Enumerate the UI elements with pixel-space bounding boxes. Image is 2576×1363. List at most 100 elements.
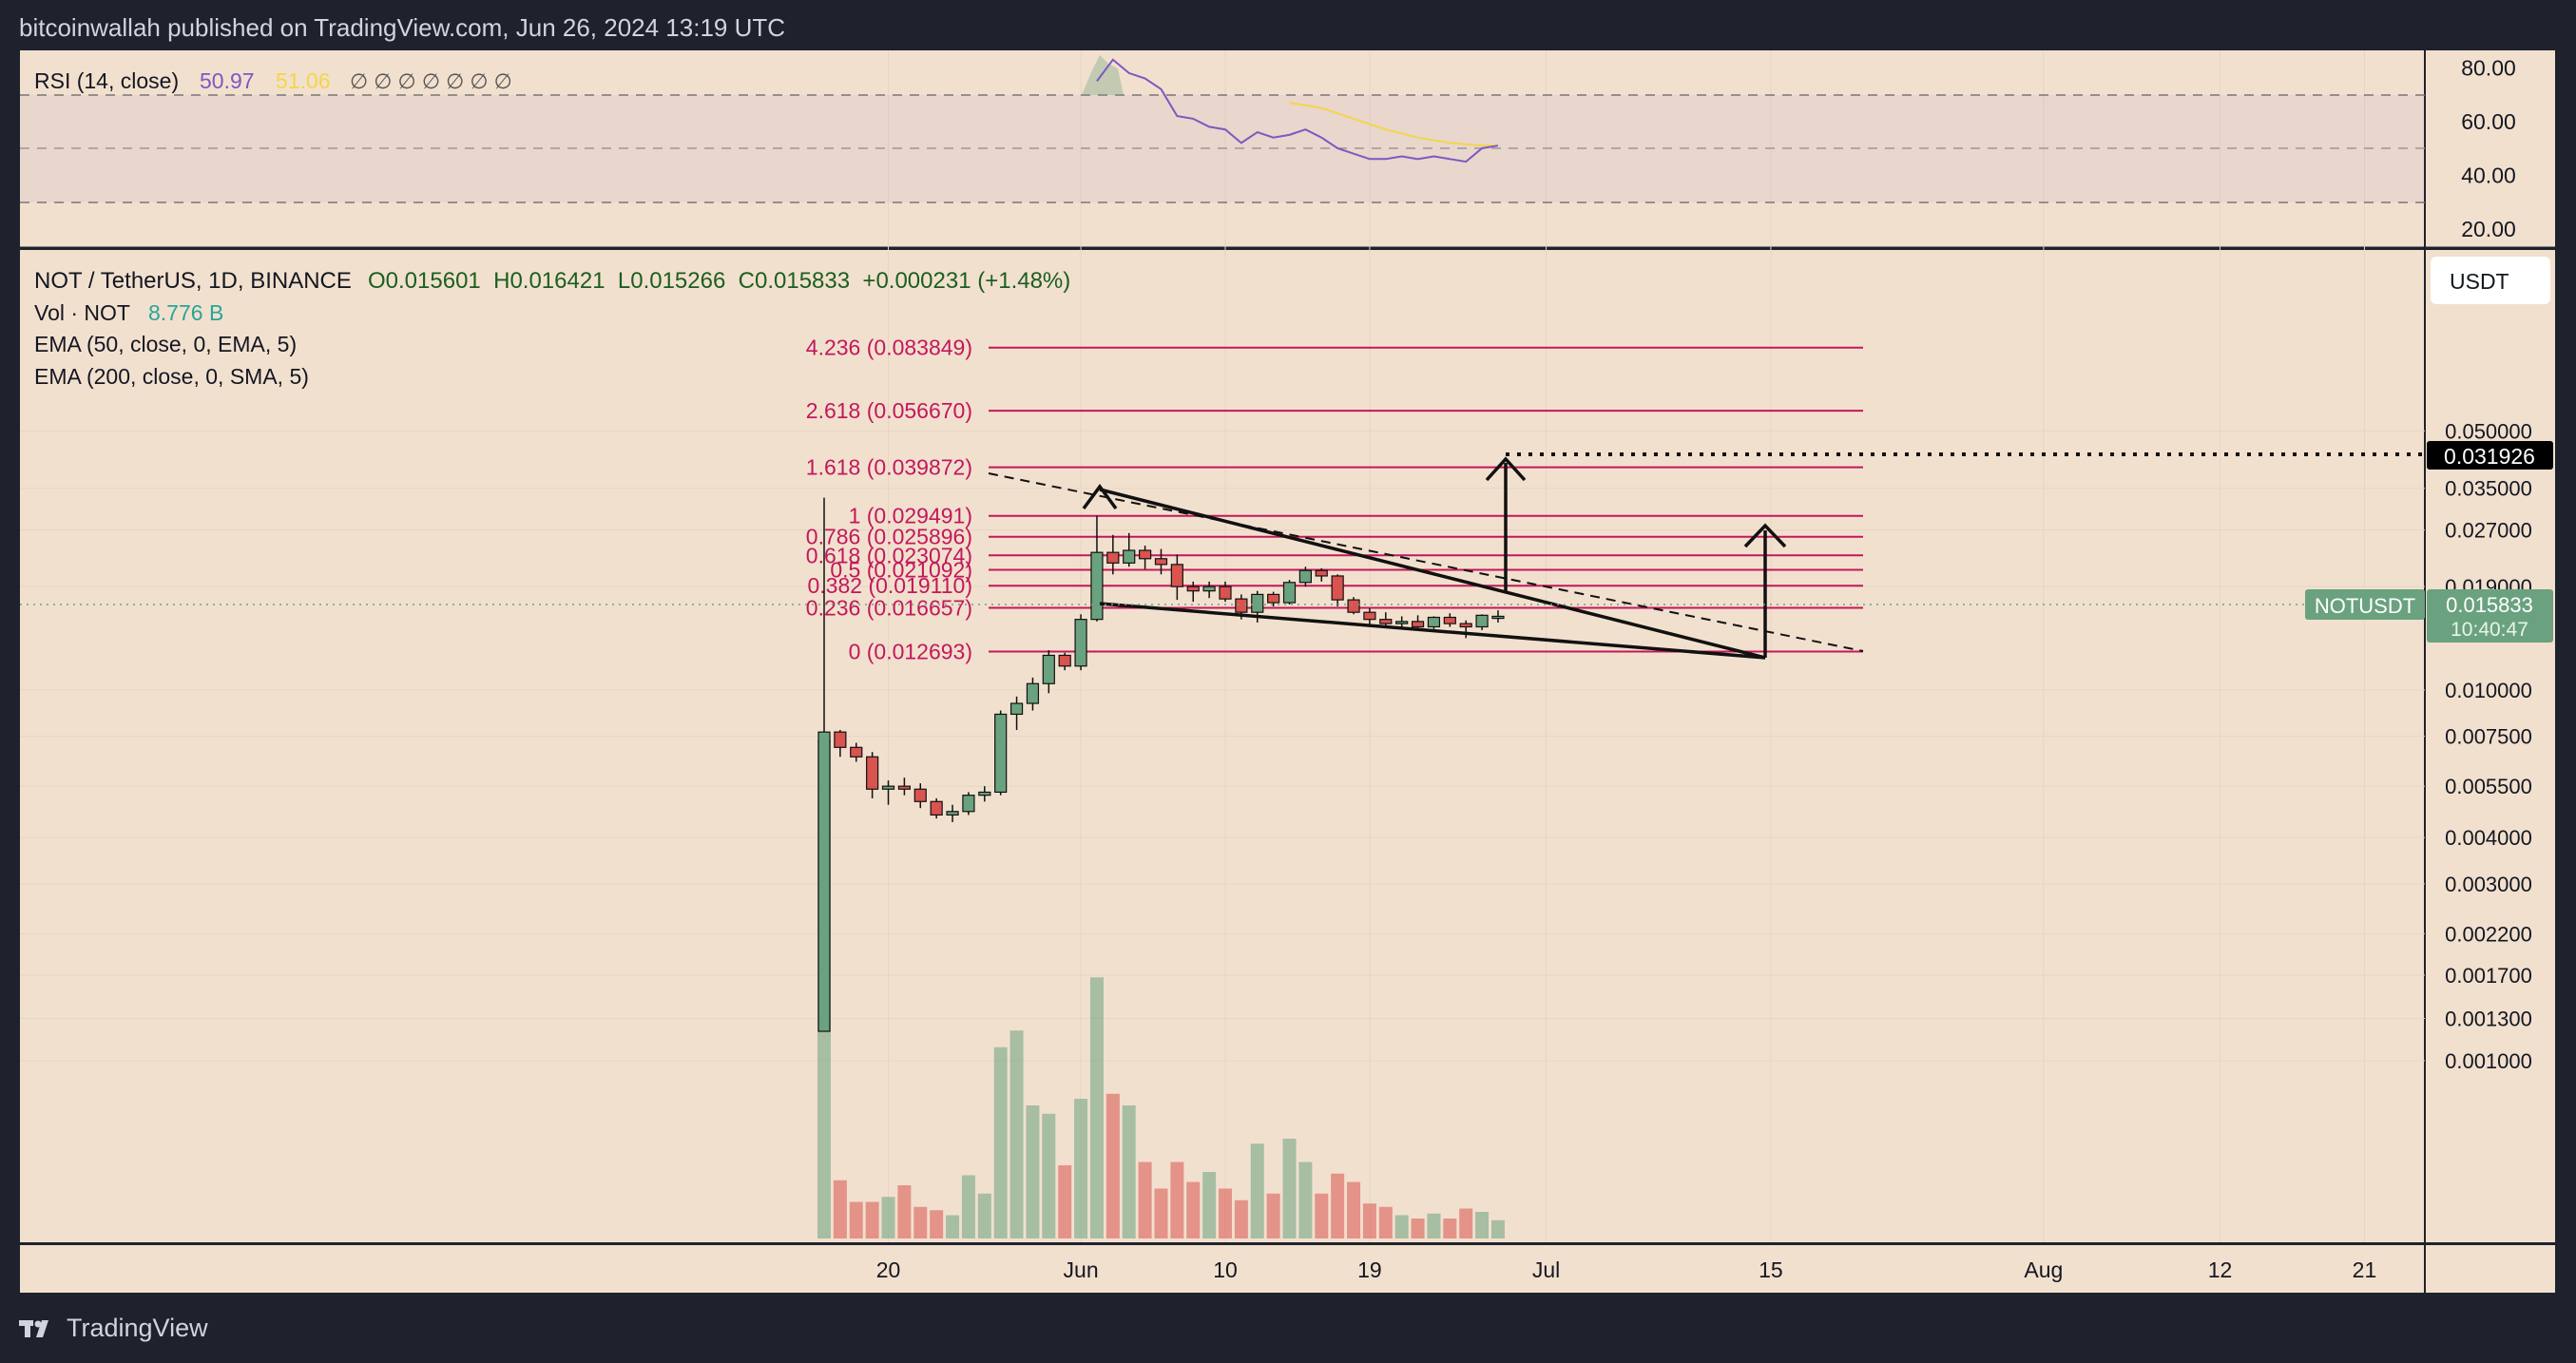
- fib-label-0.786: 0.786 (0.025896): [806, 525, 972, 549]
- volume-bar-6: [913, 1206, 928, 1238]
- candle-32: [1331, 574, 1344, 607]
- time-axis-label-0: 20: [876, 1257, 901, 1282]
- main-pane-axis-bg: [2425, 250, 2555, 1242]
- rsi-axis-tick-1: 60.00: [2461, 109, 2516, 134]
- candle-10: [978, 786, 991, 802]
- candle-23: [1186, 581, 1200, 603]
- fib-label-0.382: 0.382 (0.019110): [808, 573, 973, 598]
- volume-bar-38: [1427, 1213, 1441, 1238]
- candle-5: [897, 777, 912, 796]
- currency-button-label: USDT: [2450, 269, 2509, 294]
- volume-bar-15: [1058, 1165, 1072, 1238]
- candle-39: [1443, 613, 1456, 627]
- dashed-trendline[interactable]: [988, 472, 1864, 652]
- volume-bar-37: [1411, 1219, 1425, 1238]
- rsi-price-axis[interactable]: 80.00 60.00 40.00 20.00: [2461, 55, 2516, 241]
- drawings[interactable]: [20, 452, 2425, 660]
- volume-bar-20: [1138, 1161, 1152, 1238]
- volume-legend-value: 8.776 B: [148, 300, 223, 325]
- volume-bar-21: [1154, 1188, 1168, 1238]
- candle-1: [834, 729, 847, 758]
- price-axis-tick-7: 0.004000: [2445, 826, 2532, 850]
- time-axis[interactable]: 20 Jun 10 19 Jul 15 Aug 12 21: [876, 1257, 2377, 1282]
- candle-3: [866, 752, 879, 798]
- candle-33: [1347, 597, 1360, 615]
- bar-countdown: 10:40:47: [2451, 619, 2528, 641]
- ema50-legend[interactable]: EMA (50, close, 0, EMA, 5): [34, 332, 297, 356]
- volume-bar-29: [1282, 1139, 1297, 1238]
- price-axis-tick-12: 0.001000: [2445, 1049, 2532, 1073]
- price-axis[interactable]: 0.0500000.0350000.0270000.0190000.010000…: [2445, 419, 2532, 1073]
- rsi-title[interactable]: RSI (14, close): [34, 68, 179, 93]
- symbol-title[interactable]: NOT / TetherUS, 1D, BINANCE: [34, 268, 352, 294]
- candle-17: [1090, 515, 1104, 622]
- rsi-axis-tick-3: 20.00: [2461, 217, 2516, 241]
- volume-bar-13: [1026, 1105, 1040, 1238]
- candle-26: [1235, 594, 1248, 620]
- candle-13: [1026, 677, 1040, 711]
- rsi-blank-values: ∅ ∅ ∅ ∅ ∅ ∅ ∅: [350, 69, 512, 93]
- candle-8: [946, 804, 959, 822]
- candle-16: [1074, 614, 1087, 671]
- currency-button[interactable]: [2431, 257, 2550, 304]
- volume-bar-12: [1009, 1030, 1024, 1238]
- tradingview-logo-icon: [19, 1319, 48, 1337]
- candle-31: [1315, 567, 1328, 582]
- rsi-ma-value: 51.06: [276, 68, 331, 93]
- volume-bar-7: [930, 1210, 944, 1238]
- measured-move-arrow-head[interactable]: [1743, 523, 1787, 548]
- volume-bar-17: [1089, 977, 1104, 1238]
- grid-lines: [20, 50, 2425, 1242]
- volume-bar-30: [1298, 1161, 1313, 1238]
- time-axis-label-4: Jul: [1532, 1257, 1560, 1282]
- footer-branding[interactable]: TradingView: [19, 1314, 208, 1343]
- ema200-legend[interactable]: EMA (200, close, 0, SMA, 5): [34, 364, 309, 389]
- breakout-arrow-head[interactable]: [1485, 456, 1527, 482]
- volume-legend-label[interactable]: Vol · NOT: [34, 300, 130, 325]
- target-price-value: 0.031926: [2444, 444, 2535, 469]
- volume-bar-31: [1315, 1193, 1329, 1238]
- last-price-badge: [2427, 589, 2553, 643]
- time-axis-label-1: Jun: [1064, 1257, 1099, 1282]
- candle-2: [850, 742, 863, 762]
- peak-arrow[interactable]: [1082, 484, 1118, 510]
- time-axis-label-3: 19: [1357, 1257, 1382, 1282]
- time-axis-bg: [20, 1245, 2555, 1293]
- candle-28: [1267, 591, 1280, 607]
- volume-bar-2: [849, 1201, 863, 1238]
- fib-label-0: 0 (0.012693): [849, 640, 972, 664]
- fib-extension[interactable]: 4.236 (0.083849) 2.618 (0.056670) 1.618 (0…: [806, 336, 1863, 664]
- rsi-ma-line: [1289, 101, 1498, 147]
- price-axis-tick-10: 0.001700: [2445, 964, 2532, 988]
- volume-bar-16: [1074, 1099, 1088, 1238]
- time-axis-label-5: 15: [1759, 1257, 1783, 1282]
- candle-37: [1411, 615, 1425, 629]
- wedge-lower-trendline[interactable]: [1099, 602, 1766, 660]
- last-price-value: 0.015833: [2446, 593, 2533, 617]
- time-axis-label-8: 21: [2353, 1257, 2377, 1282]
- symbol-price-tag: [2305, 589, 2425, 620]
- volume-bar-22: [1170, 1161, 1184, 1238]
- volume-bar-1: [833, 1180, 847, 1238]
- main-pane-bg[interactable]: [20, 250, 2425, 1242]
- candle-40: [1459, 620, 1472, 639]
- candle-6: [913, 783, 927, 809]
- publisher-header: bitcoinwallah published on TradingView.c…: [19, 13, 786, 42]
- rsi-lines: [1096, 58, 1499, 163]
- volume-bar-41: [1475, 1212, 1490, 1238]
- volume-bar-18: [1105, 1093, 1120, 1238]
- candles: [817, 497, 1505, 1032]
- candle-4: [881, 780, 895, 805]
- volume-bar-36: [1394, 1215, 1409, 1238]
- candle-0: [817, 497, 831, 1032]
- candle-41: [1475, 614, 1489, 630]
- fib-label-0.618: 0.618 (0.023074): [806, 543, 972, 567]
- candle-30: [1298, 566, 1313, 587]
- candle-15: [1058, 652, 1071, 671]
- volume-bar-23: [1186, 1181, 1201, 1238]
- price-axis-tick-9: 0.002200: [2445, 922, 2532, 946]
- rsi-value: 50.97: [200, 68, 255, 93]
- volume-bar-11: [993, 1046, 1008, 1238]
- price-axis-tick-2: 0.027000: [2445, 519, 2532, 543]
